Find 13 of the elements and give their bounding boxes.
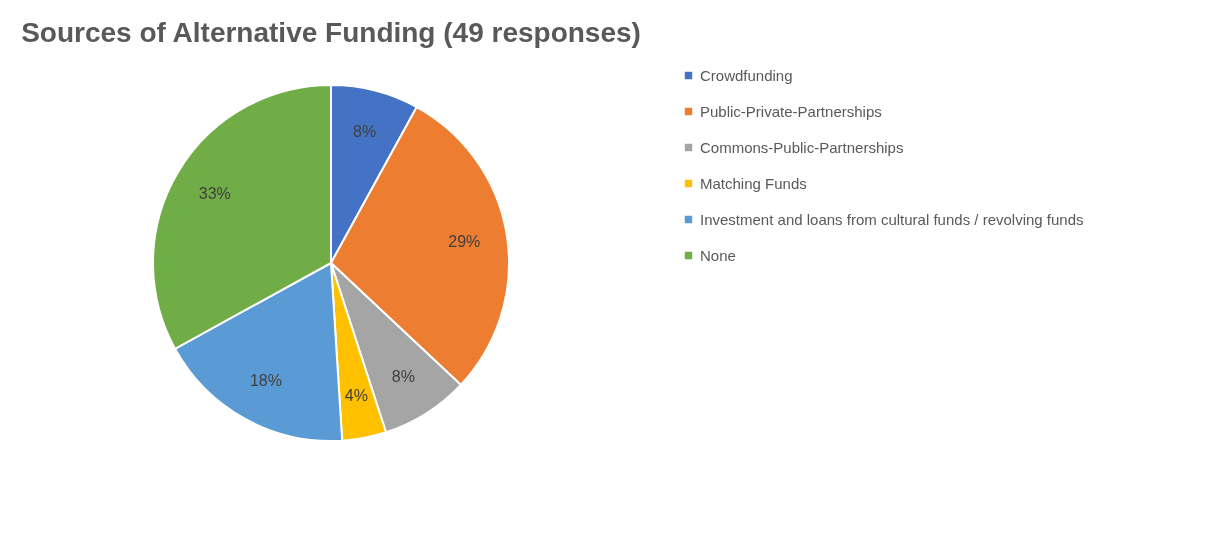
data-label: 18% [249, 372, 282, 390]
legend-label: Investment and loans from cultural funds / revolving funds [700, 210, 1084, 228]
data-label: 8% [391, 367, 415, 385]
legend-label: Matching Funds [700, 174, 807, 192]
data-label: 8% [353, 123, 377, 141]
data-label: 4% [344, 386, 368, 404]
data-label: 29% [448, 232, 481, 250]
data-label: 33% [198, 185, 231, 203]
legend-label: Commons-Public-Partnerships [700, 138, 904, 156]
legend-label: None [700, 246, 736, 264]
legend-label: Crowdfunding [700, 66, 793, 84]
chart-title: Sources of Alternative Funding (49 responses) [21, 17, 641, 48]
legend-label: Public-Private-Partnerships [700, 102, 882, 120]
